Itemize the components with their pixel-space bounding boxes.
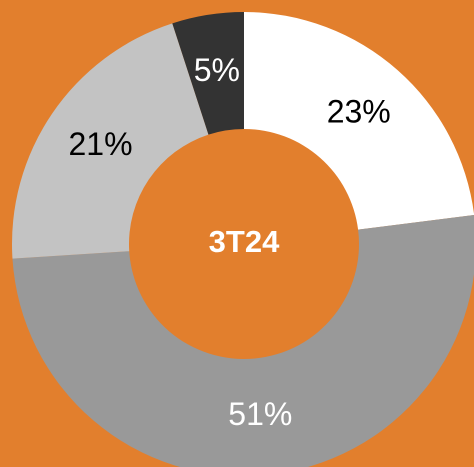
donut-slice [12, 214, 474, 467]
donut-slice [172, 12, 244, 135]
center-label: 3T24 [209, 224, 280, 259]
value-label: 21% [68, 126, 132, 162]
value-label: 5% [194, 52, 240, 88]
slices [11, 12, 474, 467]
donut-slice [11, 23, 209, 259]
value-label: 23% [327, 93, 391, 129]
donut-slice [244, 12, 474, 230]
value-label: 51% [228, 396, 292, 432]
